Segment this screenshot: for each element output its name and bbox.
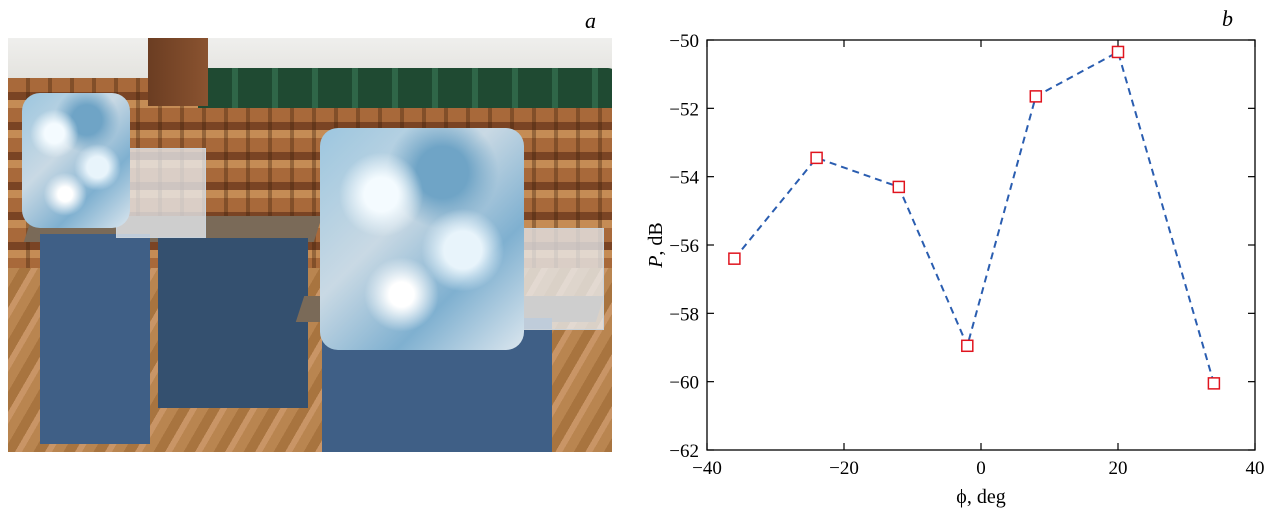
- photo-panel: [8, 38, 612, 452]
- photo-foil-reflector-left: [22, 93, 130, 228]
- panel-label-b: b: [1222, 6, 1233, 31]
- photo-desk-left: [40, 234, 150, 444]
- data-point: [961, 339, 974, 353]
- data-point: [810, 151, 823, 165]
- x-tick-label: 0: [976, 458, 986, 479]
- data-point: [1207, 377, 1221, 390]
- x-tick-label: −40: [692, 458, 722, 479]
- series-line: [733, 50, 1215, 384]
- x-tick-label: 20: [1109, 458, 1128, 479]
- y-tick-label: −50: [669, 31, 699, 52]
- x-tick-label: 40: [1246, 458, 1265, 479]
- y-axis-title: P, dB: [645, 222, 667, 269]
- photo-desk-left-side: [158, 238, 308, 408]
- y-tick-label: −62: [669, 441, 699, 462]
- photo-back-row-seats: [198, 68, 612, 108]
- y-tick-label: −54: [669, 168, 699, 189]
- y-tick-label: −58: [669, 304, 699, 325]
- x-axis-title: ϕ, deg: [956, 486, 1005, 508]
- y-tick-label: −60: [669, 373, 699, 394]
- photo-door: [148, 38, 208, 106]
- data-point: [1111, 45, 1125, 59]
- x-tick-label: −20: [829, 458, 859, 479]
- photo-foil-reflector-right: [320, 128, 524, 350]
- chart: −40 −20 0 20 40−50−52−54−56−58−60−62 ϕ, deg …: [645, 31, 1265, 508]
- data-point: [728, 252, 741, 265]
- plot-frame: [706, 39, 1256, 451]
- y-tick-label: −52: [669, 99, 699, 120]
- y-tick-label: −56: [669, 236, 699, 257]
- panel-label-a: a: [585, 8, 596, 33]
- data-point: [892, 180, 906, 194]
- data-point: [1029, 90, 1043, 103]
